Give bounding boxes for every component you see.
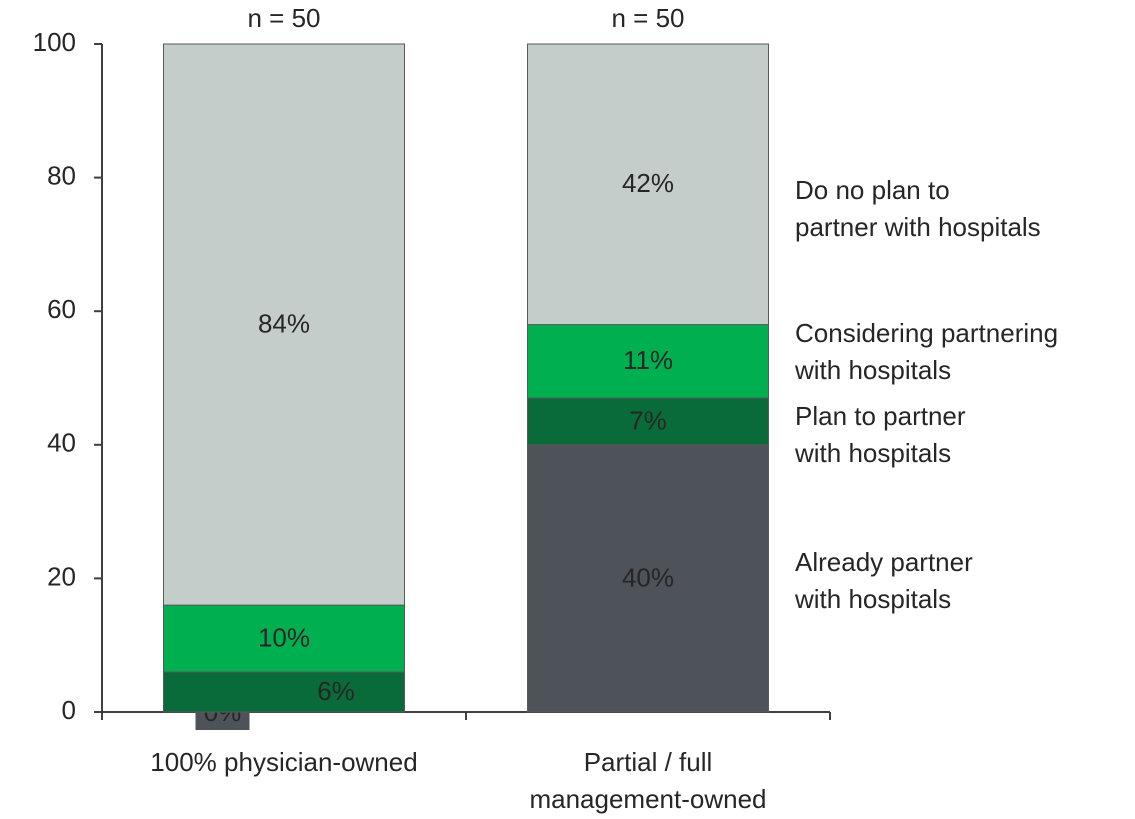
value-label: 7% xyxy=(629,405,667,435)
bar-segment xyxy=(163,671,405,713)
y-tick-label: 100 xyxy=(33,27,76,57)
value-label: 84% xyxy=(258,308,310,338)
bar-segment xyxy=(527,397,769,446)
bar-segment xyxy=(163,604,405,673)
y-tick-label: 0 xyxy=(62,695,76,725)
y-tick-label: 60 xyxy=(47,294,76,324)
legend-label: Plan to partner with hospitals xyxy=(795,401,966,468)
annotation: n = 50 xyxy=(247,3,320,33)
bar-segment xyxy=(163,43,405,606)
legend-label: Considering partnering with hospitals xyxy=(795,318,1059,385)
x-tick-label: Partial / full management-owned xyxy=(529,747,767,814)
legend-label: Do no plan to partner with hospitals xyxy=(795,175,1041,242)
x-tick-label: 100% physician-owned xyxy=(150,747,418,777)
annotation: n = 50 xyxy=(611,3,684,33)
value-label: 42% xyxy=(622,168,674,198)
y-tick-label: 40 xyxy=(47,428,76,458)
value-label: 11% xyxy=(623,345,673,375)
bar-segment xyxy=(527,43,769,326)
bar-segment xyxy=(527,324,769,399)
value-label: 10% xyxy=(258,622,310,652)
bar-segment xyxy=(527,444,769,713)
value-label: 40% xyxy=(622,562,674,592)
y-tick-label: 20 xyxy=(47,561,76,591)
value-label: 6% xyxy=(317,676,355,706)
legend-label: Already partner with hospitals xyxy=(795,547,973,614)
y-tick-label: 80 xyxy=(47,160,76,190)
